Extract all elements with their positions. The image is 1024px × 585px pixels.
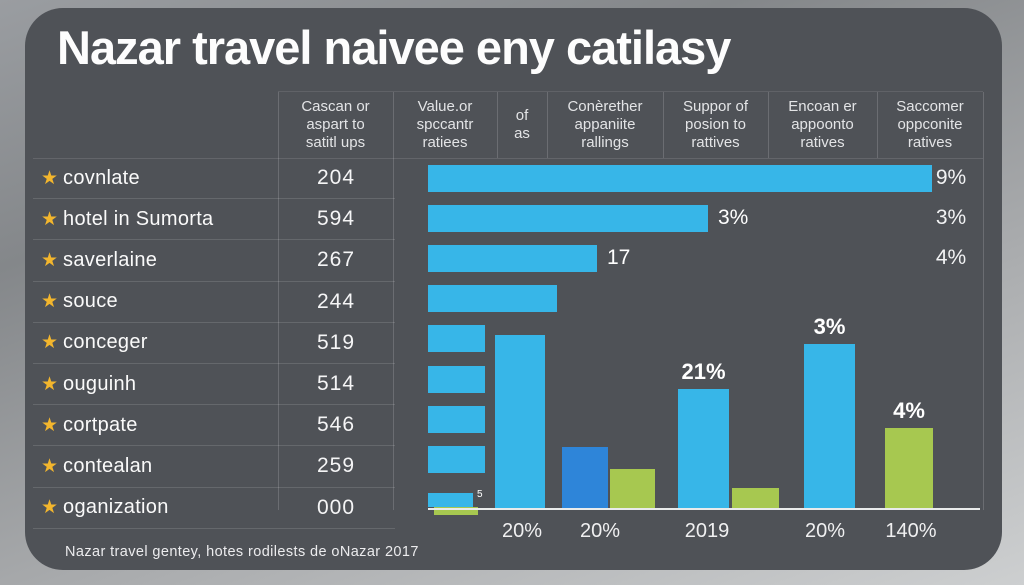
right-column-value: 4% xyxy=(935,246,967,270)
vertical-bar xyxy=(678,389,729,508)
x-axis-tick-label: 2019 xyxy=(684,520,730,542)
column-divider xyxy=(497,92,498,158)
column-divider xyxy=(393,92,394,510)
column-header: Saccomer oppconite ratives xyxy=(896,98,964,151)
column-divider xyxy=(278,92,279,510)
vertical-bar xyxy=(732,488,779,508)
vertical-bar xyxy=(885,428,933,508)
data-table: ★ covnlate 204 ★ hotel in Sumorta 594 ★ saverla… xyxy=(33,158,395,529)
column-header: Conèrether appaniite rallings xyxy=(567,98,643,151)
column-header: of as xyxy=(514,107,530,142)
horizontal-sub-bar xyxy=(434,506,478,515)
column-header: Encoan er appoonto ratives xyxy=(788,98,857,151)
column-header: Cascan or aspart to satitl ups xyxy=(301,98,370,151)
column-header: Suppor of posion to rattives xyxy=(682,98,749,151)
vertical-bar xyxy=(804,344,855,508)
column-divider xyxy=(663,92,664,158)
row-value: 594 xyxy=(316,207,356,231)
row-value: 244 xyxy=(316,289,356,313)
table-row: ★ ouguinh 514 xyxy=(33,364,395,406)
vertical-bar xyxy=(610,469,655,508)
chart-area: 9% 3% 3% 17 4% 5 21% 3% 4% 20% 20% 2019 20% 140% xyxy=(25,8,1002,570)
row-label: conceger xyxy=(63,331,148,354)
column-divider xyxy=(877,92,878,158)
row-label: souce xyxy=(63,290,118,313)
horizontal-bar xyxy=(428,325,485,353)
star-icon: ★ xyxy=(41,455,59,477)
bar-value-label: 3% xyxy=(718,206,749,230)
bar-value-label: 4% xyxy=(893,398,925,423)
column-divider xyxy=(983,92,984,510)
bar-value-label: 5 xyxy=(477,488,483,500)
x-axis-line xyxy=(428,508,980,510)
horizontal-bar xyxy=(428,492,473,507)
row-value: 514 xyxy=(316,372,356,396)
table-row: ★ saverlaine 267 xyxy=(33,240,395,282)
horizontal-bar xyxy=(428,285,557,313)
row-value: 204 xyxy=(316,166,356,190)
bar-value-label: 21% xyxy=(681,359,726,384)
table-row: ★ covnlate 204 xyxy=(33,158,395,200)
table-row: ★ oganization 000 xyxy=(33,488,395,529)
bar-value-label: 17 xyxy=(607,246,631,270)
row-value: 000 xyxy=(316,495,356,519)
table-row: ★ contealan 259 xyxy=(33,446,395,488)
table-row: ★ cortpate 546 xyxy=(33,405,395,447)
bar-value-label: 3% xyxy=(813,314,846,339)
column-header: Value.or spccantr ratiees xyxy=(416,98,474,151)
vertical-bar xyxy=(562,447,608,508)
horizontal-bar xyxy=(428,204,708,232)
row-value: 519 xyxy=(316,330,356,354)
star-icon: ★ xyxy=(41,249,59,271)
row-label: cortpate xyxy=(63,413,138,436)
row-divider xyxy=(278,91,983,92)
vertical-bar xyxy=(495,335,545,508)
star-icon: ★ xyxy=(41,373,59,395)
right-column-value: 3% xyxy=(935,206,967,230)
x-axis-tick-label: 20% xyxy=(804,520,846,542)
row-value: 259 xyxy=(316,454,356,478)
x-axis-tick-label: 20% xyxy=(579,520,621,542)
row-value: 546 xyxy=(316,413,356,437)
horizontal-bar xyxy=(428,244,597,272)
star-icon: ★ xyxy=(41,414,59,436)
horizontal-bar xyxy=(428,405,485,433)
row-label: oganization xyxy=(63,496,169,519)
table-row: ★ souce 244 xyxy=(33,282,395,323)
footer-caption: Nazar travel gentey, hotes rodilests de … xyxy=(65,544,419,560)
star-icon: ★ xyxy=(41,291,59,313)
horizontal-bar xyxy=(428,164,932,192)
table-row: ★ hotel in Sumorta 594 xyxy=(33,199,395,241)
x-axis-tick-label: 140% xyxy=(885,520,937,542)
horizontal-bar xyxy=(428,445,485,473)
row-label: saverlaine xyxy=(63,248,158,271)
row-label: hotel in Sumorta xyxy=(63,207,214,230)
row-label: covnlate xyxy=(63,166,140,189)
row-label: ouguinh xyxy=(63,372,137,395)
x-axis-tick-label: 20% xyxy=(501,520,543,542)
row-value: 267 xyxy=(316,248,356,272)
horizontal-bar xyxy=(428,365,485,393)
table-row: ★ conceger 519 xyxy=(33,323,395,364)
infographic-card: Nazar travel naivee eny catilasy Cascan … xyxy=(25,8,1002,570)
page-title: Nazar travel naivee eny catilasy xyxy=(57,21,731,74)
star-icon: ★ xyxy=(41,332,59,354)
column-divider xyxy=(768,92,769,158)
star-icon: ★ xyxy=(41,497,59,519)
column-divider xyxy=(547,92,548,158)
row-label: contealan xyxy=(63,454,153,477)
star-icon: ★ xyxy=(41,167,59,189)
right-column-value: 9% xyxy=(935,166,967,189)
row-divider xyxy=(33,158,983,159)
star-icon: ★ xyxy=(41,208,59,230)
